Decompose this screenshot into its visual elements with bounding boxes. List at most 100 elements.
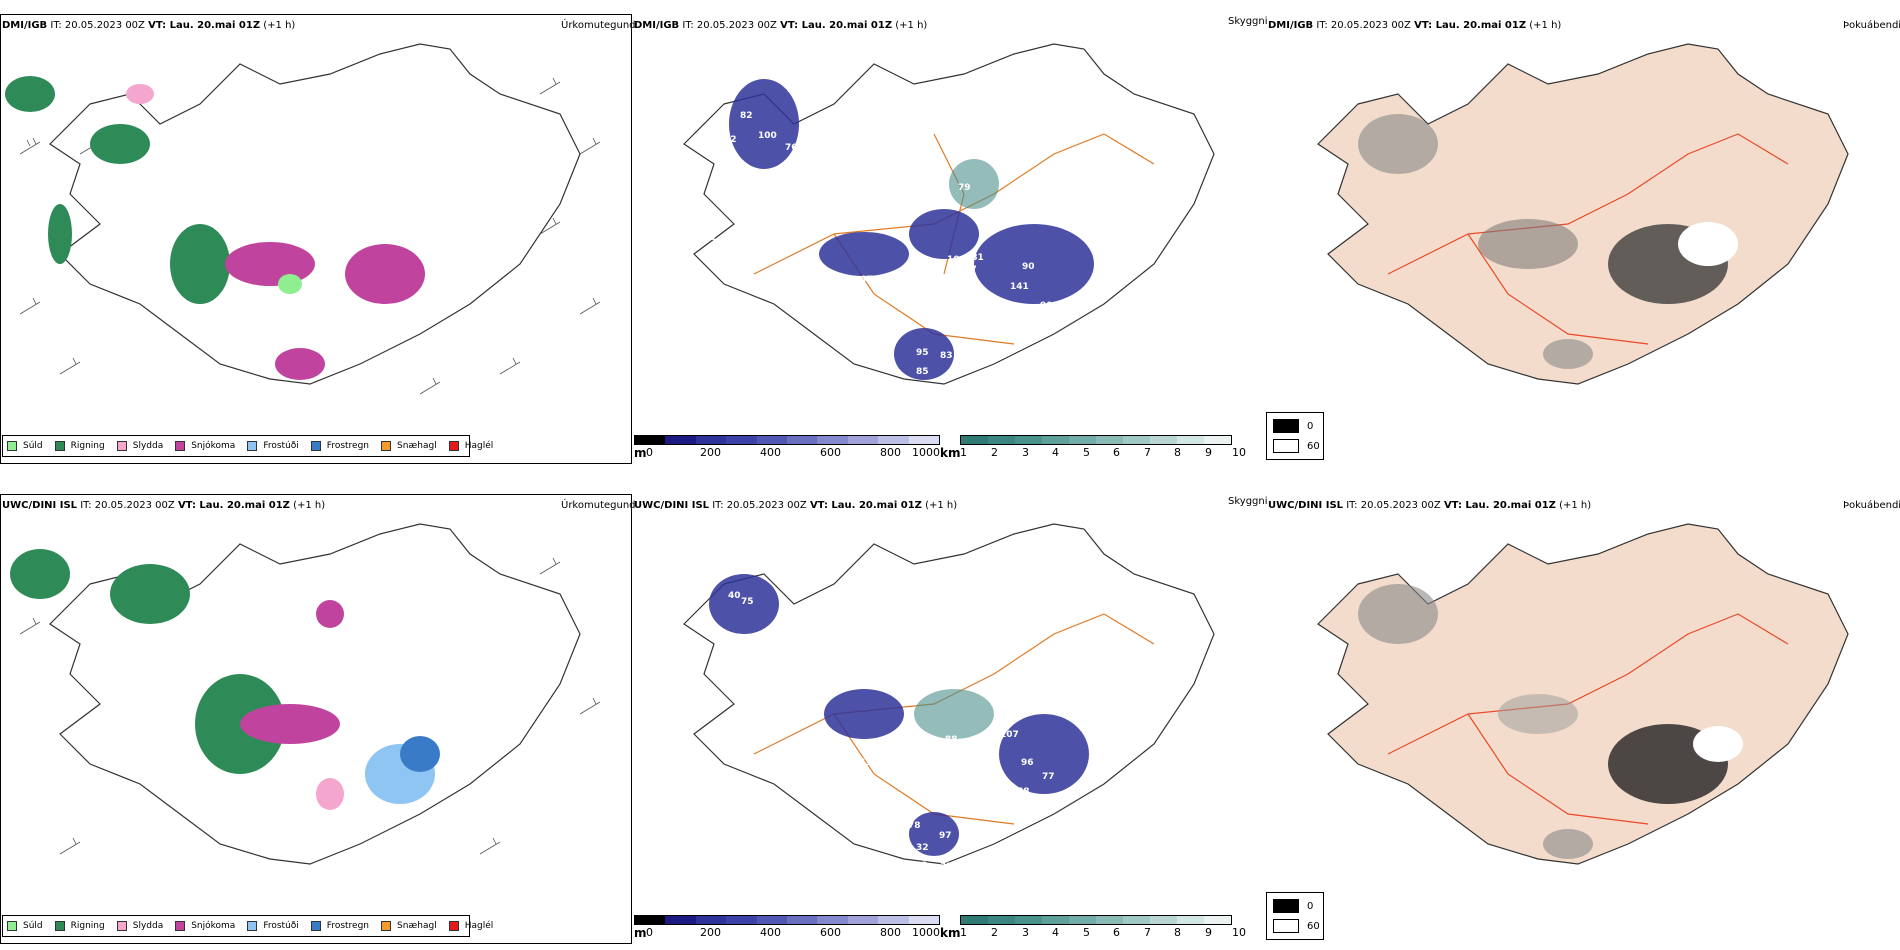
panel-title-bottom-1: UWC/DINI ISL IT: 20.05.2023 00Z VT: Lau.… <box>2 500 326 511</box>
ceiling-value-label: 100 <box>758 131 777 141</box>
ceiling-value-label: 96 <box>1021 758 1034 768</box>
panel-title-top-1: DMI/IGB IT: 20.05.2023 00Z VT: Lau. 20.m… <box>2 20 296 31</box>
precip-patches <box>5 76 425 380</box>
cloud-map-top <box>683 43 1215 385</box>
wind-barbs <box>19 77 601 395</box>
ceiling-value-label: 108 <box>972 633 991 643</box>
precip-kind-label-top: Úrkomutegund <box>561 20 636 31</box>
cloud-map-bottom <box>683 523 1215 865</box>
panel-title-bottom-3: UWC/DINI ISL IT: 20.05.2023 00Z VT: Lau.… <box>1268 500 1592 511</box>
ceiling-unit-bottom: m <box>634 926 647 940</box>
ceiling-value-label: 15 <box>1150 723 1163 733</box>
ceiling-value-label: 97 <box>939 831 952 841</box>
fog-legend-bottom: 0 60 <box>1266 892 1324 940</box>
ceiling-value-label: 58 <box>910 386 923 396</box>
ceiling-value-label: 123 <box>999 309 1018 319</box>
legend-item: Súld <box>7 441 43 451</box>
precip-map-top <box>5 43 601 395</box>
roads <box>1387 613 1789 825</box>
ceiling-value-label: 128 <box>1013 324 1032 334</box>
legend-item: Slydda <box>116 921 163 931</box>
legend-item: Snjókoma <box>175 441 235 451</box>
ceiling-value-label: 67 <box>860 275 873 285</box>
precip-patches <box>10 549 440 810</box>
ceiling-value-label: 68 <box>823 220 836 230</box>
legend-item: Frostúði <box>247 441 299 451</box>
ceiling-value-label: 67 <box>1014 805 1027 815</box>
ceiling-value-label: 16 <box>711 238 724 248</box>
legend-item: Snæhagl <box>381 921 437 931</box>
ceiling-value-label: 78 <box>774 625 787 635</box>
legend-item: Súld <box>7 921 43 931</box>
fog-patches <box>1358 114 1738 369</box>
legend-item: Haglél <box>448 441 493 451</box>
fog-kind-label-bottom: Þokuábendi <box>1843 500 1900 511</box>
visibility-colorbar-top <box>960 435 1232 445</box>
ceiling-value-label: 31 <box>798 233 811 243</box>
ceiling-value-label: 32 <box>915 861 928 871</box>
ceiling-value-label: 90 <box>1022 262 1035 272</box>
legend-item: Snjókoma <box>175 921 235 931</box>
ceiling-value-label: 21 <box>1066 811 1079 821</box>
legend-item: Slydda <box>116 441 163 451</box>
fog-patches <box>1358 584 1743 859</box>
precip-legend-bottom: Súld Rigning Slydda Snjókoma Frostúði Fr… <box>2 915 493 937</box>
legend-item: Rigning <box>54 441 105 451</box>
precip-kind-label-bottom: Úrkomutegund <box>561 500 636 511</box>
legend-item: Frostregn <box>310 441 369 451</box>
ceiling-value-label: 88 <box>945 735 958 745</box>
fog-kind-label-top: Þokuábendi <box>1843 20 1900 31</box>
ceiling-value-label: 105 <box>890 296 909 306</box>
ceiling-value-label: 32 <box>916 843 929 853</box>
panel-title-top-3: DMI/IGB IT: 20.05.2023 00Z VT: Lau. 20.m… <box>1268 20 1562 31</box>
panel-title-top-2: DMI/IGB IT: 20.05.2023 00Z VT: Lau. 20.m… <box>634 20 928 31</box>
ceiling-value-label: 87 <box>879 279 892 289</box>
ceiling-value-label: 95 <box>916 348 929 358</box>
cloud-kind-label-top: Skyggni <box>1228 16 1268 27</box>
ceiling-value-label: 72 <box>798 181 811 191</box>
ceiling-value-label: 99 <box>928 745 941 755</box>
legend-item: Frostúði <box>247 921 299 931</box>
ceiling-value-label: 28 <box>802 625 815 635</box>
roads <box>1387 133 1789 345</box>
ceiling-value-label: 79 <box>958 183 971 193</box>
wind-barbs <box>19 557 601 855</box>
precip-legend-top: Súld Rigning Slydda Snjókoma Frostúði Fr… <box>2 435 493 457</box>
ceiling-colorbar-top <box>634 435 940 445</box>
ceiling-value-label: 21 <box>764 656 777 666</box>
ceiling-value-label: 141 <box>1010 282 1029 292</box>
precip-map-bottom <box>10 523 601 865</box>
fog-legend-top: 0 60 <box>1266 412 1324 460</box>
legend-item: Snæhagl <box>381 441 437 451</box>
ceiling-value-label: 68 <box>1017 787 1030 797</box>
ceiling-value-label: 78 <box>908 821 921 831</box>
iceland-outline <box>683 43 1215 385</box>
ceiling-value-label: 32 <box>940 862 953 872</box>
legend-item: Frostregn <box>310 921 369 931</box>
visibility-unit-top: km <box>940 446 961 460</box>
iceland-outline <box>1317 43 1849 385</box>
legend-item: Rigning <box>54 921 105 931</box>
ceiling-value-label: 82 <box>740 111 753 121</box>
ceiling-value-label: 106 <box>947 255 966 265</box>
ceiling-value-label: 150 <box>955 639 974 649</box>
ceiling-unit-top: m <box>634 446 647 460</box>
precip-frame-bottom <box>0 494 632 944</box>
ceiling-value-label: 76 <box>785 143 798 153</box>
ceiling-value-label: 79 <box>887 759 900 769</box>
panel-title-bottom-2: UWC/DINI ISL IT: 20.05.2023 00Z VT: Lau.… <box>634 500 958 511</box>
ceiling-value-label: 40 <box>728 591 741 601</box>
ceiling-value-label: 105 <box>912 733 931 743</box>
visibility-colorbar-bottom <box>960 915 1232 925</box>
visibility-unit-bottom: km <box>940 926 961 940</box>
fog-map-top <box>1317 43 1849 385</box>
iceland-outline <box>683 523 1215 865</box>
ceiling-value-label: 107 <box>1000 730 1019 740</box>
ceiling-value-label: 53 <box>859 758 872 768</box>
ceiling-patches <box>709 574 1089 856</box>
iceland-outline <box>49 523 581 865</box>
ceiling-value-label: 181 <box>965 253 984 263</box>
ceiling-value-label: 28 <box>1067 334 1080 344</box>
